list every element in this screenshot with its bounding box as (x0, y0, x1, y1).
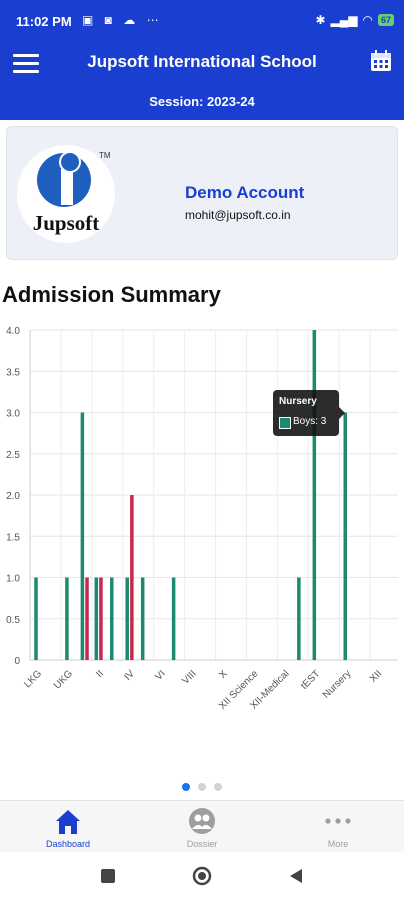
chart-bar-boys (94, 577, 99, 660)
status-bar: 11:02 PM ▣ ◙ ☁ ⋯ ✱ ▂▄▆ ◠ 67 (0, 0, 404, 44)
y-tick-label: 2.0 (6, 491, 20, 502)
more-icon (323, 807, 353, 840)
chart-bar-boys (110, 577, 114, 660)
chart-bar-boys (65, 577, 69, 660)
page-dot-2[interactable] (198, 783, 206, 791)
chart-bar-girls (85, 577, 89, 660)
page-dot-3[interactable] (214, 783, 222, 791)
y-tick-label: 0 (14, 656, 20, 667)
nav-label-dossier: Dossier (186, 839, 218, 849)
bluetooth-icon: ✱ (315, 13, 326, 27)
home-icon (53, 807, 83, 842)
session-label: Session: 2023-24 (149, 94, 255, 109)
chart-bar-boys (343, 412, 347, 660)
x-tick-label: LKG (22, 668, 44, 690)
y-tick-label: 3.5 (6, 367, 20, 378)
x-tick-label: IV (122, 668, 137, 683)
chart-svg: 0 0.5 1.0 1.5 2.0 2.5 3.0 3.5 4.0 LKG UKG II IV VI VII… (6, 326, 398, 712)
page-dot-1[interactable] (182, 783, 190, 791)
tooltip-swatch (279, 417, 291, 429)
x-tick-label: II (94, 668, 106, 680)
x-tick-label: UKG (52, 668, 75, 691)
logo-text: Jupsoft (32, 211, 100, 235)
tooltip-title: Nursery (279, 396, 317, 407)
chart-bar-boys (140, 577, 145, 660)
bottom-nav: Dashboard Dossier More (0, 800, 404, 853)
signal-icon: ▂▄▆ (330, 13, 358, 27)
status-time: 11:02 PM (16, 14, 72, 29)
wifi-icon: ◠ (362, 13, 373, 27)
chart-bar-boys (125, 577, 129, 660)
nav-dashboard[interactable]: Dashboard (18, 801, 118, 853)
home-button[interactable] (192, 866, 212, 891)
people-icon (188, 807, 216, 840)
admission-chart[interactable]: 0 0.5 1.0 1.5 2.0 2.5 3.0 3.5 4.0 LKG UKG II IV VI VII… (0, 318, 404, 758)
calendar-icon[interactable] (370, 50, 392, 72)
account-name: Demo Account (185, 183, 305, 202)
x-tick-label: X (217, 668, 230, 681)
y-tick-label: 1.0 (6, 574, 20, 585)
nav-more[interactable]: More (288, 801, 388, 853)
profile-card[interactable]: TM Jupsoft Demo Account mohit@jupsoft.co… (6, 126, 398, 260)
y-tick-label: 4.0 (6, 326, 20, 337)
nav-dossier[interactable]: Dossier (152, 801, 252, 853)
chart-bar-girls (130, 495, 134, 660)
account-email: mohit@jupsoft.co.in (185, 208, 291, 222)
status-right-icons: ✱ ▂▄▆ ◠ 67 (315, 13, 394, 27)
x-tick-label: VIII (180, 668, 198, 686)
chart-bar-girls (99, 577, 103, 660)
school-logo: TM Jupsoft (17, 145, 115, 243)
back-button[interactable] (288, 868, 304, 889)
menu-icon[interactable] (13, 54, 39, 74)
y-tick-label: 2.5 (6, 450, 20, 461)
nav-label-dashboard: Dashboard (45, 839, 91, 849)
battery-icon: 67 (377, 14, 394, 26)
chart-bar-boys (80, 412, 85, 660)
chart-bar-boys (297, 577, 301, 660)
y-tick-label: 3.0 (6, 409, 20, 420)
chart-tooltip: Nursery Boys: 3 (273, 390, 345, 436)
chart-bar-boys (34, 577, 38, 660)
nav-label-more: More (327, 839, 349, 849)
app-bar: Jupsoft International School Session: 20… (0, 44, 404, 120)
notification-icons: ▣ ◙ ☁ ⋯ (82, 13, 163, 27)
y-tick-label: 0.5 (6, 615, 20, 626)
x-tick-label: XII (368, 668, 384, 684)
x-tick-label: VI (153, 668, 167, 682)
recents-button[interactable] (100, 868, 116, 889)
tooltip-body: Boys: 3 (293, 416, 327, 427)
system-nav (0, 852, 404, 900)
section-title: Admission Summary (2, 282, 221, 307)
y-tick-label: 1.5 (6, 532, 20, 543)
chart-bar-boys (171, 577, 176, 660)
x-tick-label: tEST (299, 668, 323, 692)
x-tick-label: Nursery (321, 668, 354, 701)
page-indicator (0, 783, 404, 791)
app-title: Jupsoft International School (87, 52, 317, 71)
chart-bar-boys (312, 330, 317, 660)
